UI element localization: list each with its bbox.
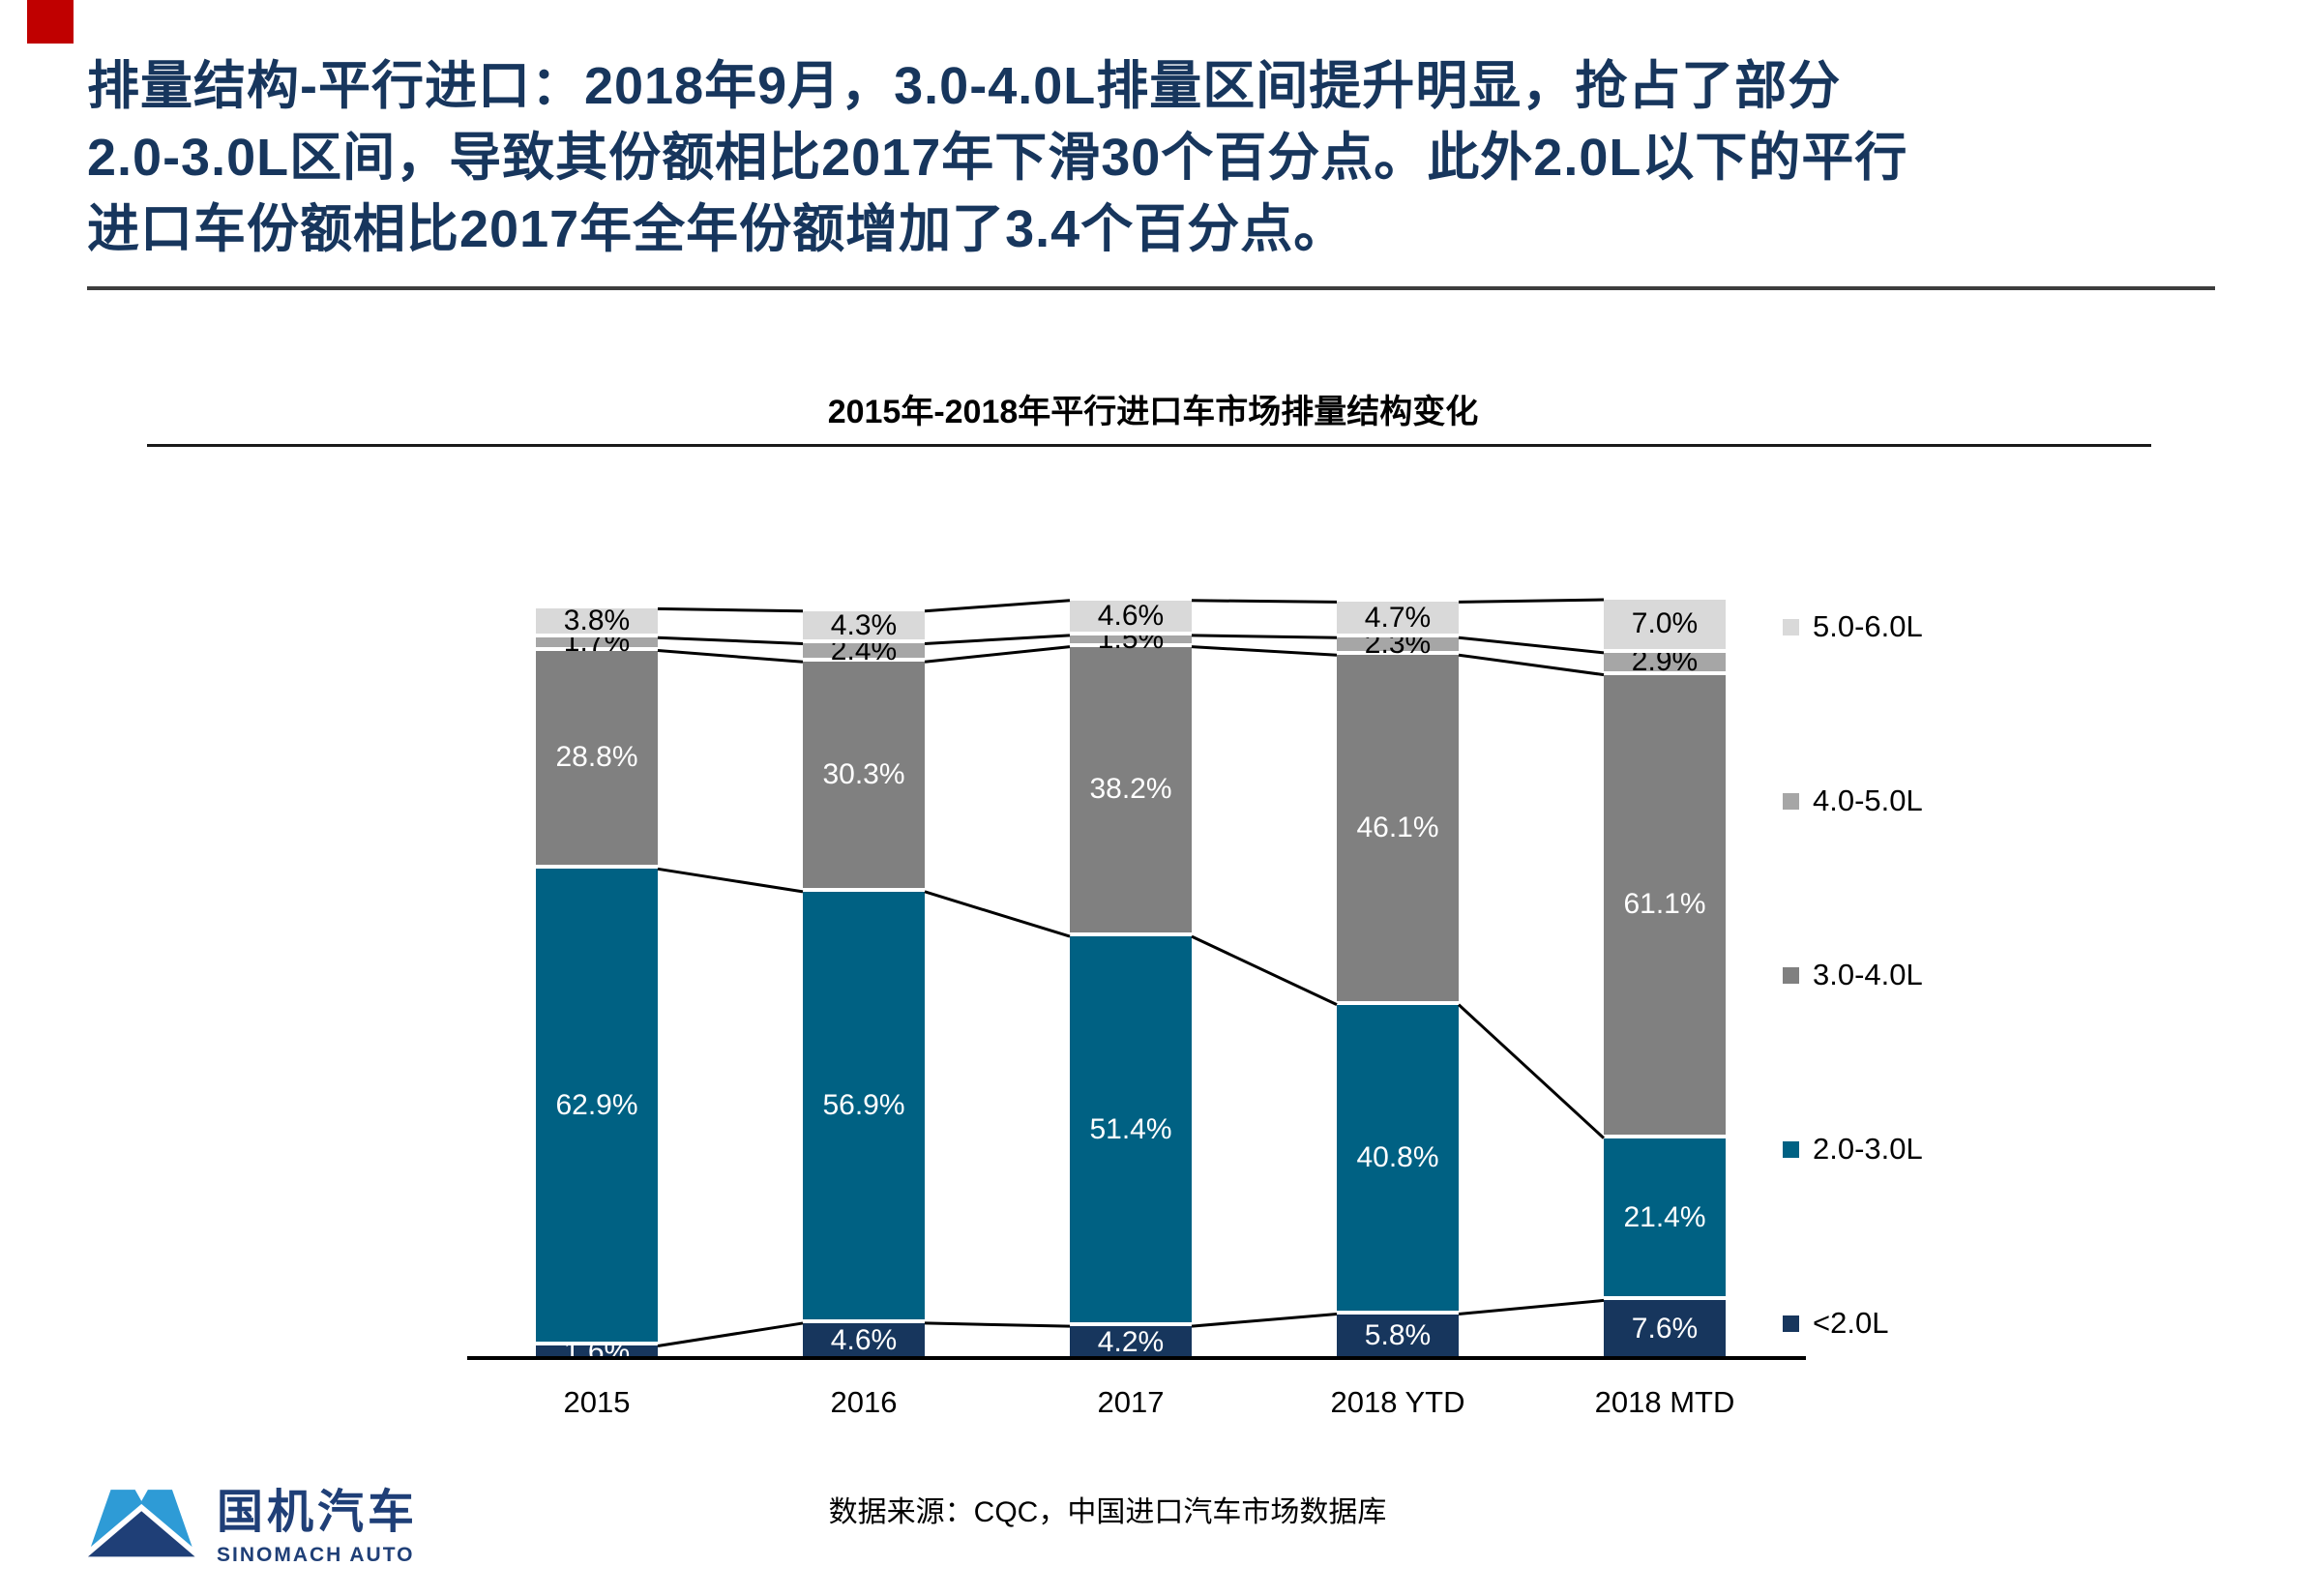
legend-item-5.0-6.0L: 5.0-6.0L	[1783, 609, 1923, 644]
legend-label: 3.0-4.0L	[1813, 958, 1923, 991]
segment-value-label: 28.8%	[555, 741, 638, 774]
x-axis-label-2018 YTD: 2018 YTD	[1330, 1385, 1465, 1419]
segment-value-label: 40.8%	[1356, 1140, 1439, 1173]
red-corner-mark	[27, 0, 74, 44]
bar-segment-4.0-5.0L-2016: 2.4%	[803, 635, 925, 666]
bar-segment-4.0-5.0L-2018 YTD: 2.3%	[1337, 628, 1459, 660]
legend-swatch-icon	[1783, 792, 1799, 810]
legend-item-4.0-5.0L: 4.0-5.0L	[1783, 783, 1923, 818]
segment-value-label: 7.6%	[1631, 1313, 1699, 1345]
segment-value-label: 51.4%	[1089, 1112, 1172, 1145]
logo-text: 国机汽车 SINOMACH AUTO	[217, 1474, 418, 1567]
x-axis-line	[467, 1356, 1806, 1360]
bar-segment-5.0-6.0L-2017: 4.6%	[1070, 599, 1192, 635]
bar-segment-5.0-6.0L-2018 MTD: 7.0%	[1604, 600, 1726, 653]
bar-segment-3.0-4.0L-2016: 30.3%	[803, 662, 925, 892]
bar-segment-5.0-6.0L-2018 YTD: 4.7%	[1337, 601, 1459, 638]
legend-label: 5.0-6.0L	[1813, 609, 1923, 643]
segment-value-label: 3.8%	[563, 605, 631, 637]
x-axis-label-2018 MTD: 2018 MTD	[1594, 1385, 1735, 1419]
legend-item-3.0-4.0L: 3.0-4.0L	[1783, 958, 1923, 992]
chart-title-underline	[147, 444, 2151, 447]
legend-item-<2.0L: <2.0L	[1783, 1306, 1888, 1341]
segment-value-label: 4.7%	[1364, 601, 1432, 634]
x-axis-label-2017: 2017	[1097, 1385, 1165, 1419]
segment-value-label: 62.9%	[555, 1088, 638, 1121]
legend-label: 2.0-3.0L	[1813, 1132, 1923, 1166]
bar-segment-<2.0L-2017: 4.2%	[1070, 1326, 1192, 1358]
title-divider	[87, 286, 2215, 290]
slide-title-line-2: 2.0-3.0L区间，导致其份额相比2017年下滑30个百分点。此外2.0L以下…	[87, 129, 1908, 187]
bar-segment-<2.0L-2016: 4.6%	[803, 1322, 925, 1358]
sinomach-logo-icon	[87, 1490, 195, 1557]
legend-swatch-icon	[1783, 1315, 1799, 1332]
bar-segment-5.0-6.0L-2016: 4.3%	[803, 608, 925, 644]
legend-item-2.0-3.0L: 2.0-3.0L	[1783, 1132, 1923, 1167]
bar-segment-<2.0L-2018 MTD: 7.6%	[1604, 1300, 1726, 1358]
source-note: 数据来源：CQC，中国进口汽车市场数据库	[828, 1496, 1387, 1528]
slide-title-line-1: 排量结构-平行进口：2018年9月，3.0-4.0L排量区间提升明显，抢占了部分	[87, 57, 1842, 115]
bar-segment-2.0-3.0L-2018 MTD: 21.4%	[1604, 1138, 1726, 1301]
sinomach-logo: 国机汽车 SINOMACH AUTO	[85, 1474, 418, 1571]
segment-value-label: 46.1%	[1356, 811, 1439, 843]
segment-value-label: 21.4%	[1623, 1200, 1706, 1233]
logo-name-en: SINOMACH AUTO	[217, 1544, 415, 1566]
legend-label: <2.0L	[1813, 1306, 1889, 1340]
bar-segment-3.0-4.0L-2018 YTD: 46.1%	[1337, 655, 1459, 1005]
chart-title: 2015年-2018年平行进口车市场排量结构变化	[827, 394, 1479, 430]
segment-value-label: 4.6%	[1097, 599, 1165, 632]
bar-segment-2.0-3.0L-2017: 51.4%	[1070, 936, 1192, 1327]
segment-value-label: 4.6%	[830, 1323, 898, 1356]
legend-label: 4.0-5.0L	[1813, 783, 1923, 817]
segment-value-label: 7.0%	[1631, 607, 1699, 640]
bar-segment-4.0-5.0L-2018 MTD: 2.9%	[1604, 645, 1726, 677]
segment-value-label: 30.3%	[822, 758, 905, 791]
segment-value-label: 4.2%	[1097, 1325, 1165, 1358]
bar-segment-<2.0L-2018 YTD: 5.8%	[1337, 1314, 1459, 1358]
segment-value-label: 4.3%	[830, 608, 898, 641]
legend-swatch-icon	[1783, 1140, 1799, 1158]
x-axis-label-2016: 2016	[830, 1385, 898, 1419]
segment-value-label: 38.2%	[1089, 773, 1172, 806]
bar-segment-3.0-4.0L-2017: 38.2%	[1070, 646, 1192, 937]
bar-segment-4.0-5.0L-2017: 1.5%	[1070, 623, 1192, 655]
slide-title-line-3: 进口车份额相比2017年全年份额增加了3.4个百分点。	[87, 200, 1347, 258]
x-axis-label-2015: 2015	[563, 1385, 631, 1419]
segment-value-label: 56.9%	[822, 1088, 905, 1121]
segment-value-label: 61.1%	[1623, 888, 1706, 921]
legend-swatch-icon	[1783, 966, 1799, 984]
bar-segment-2.0-3.0L-2015: 62.9%	[536, 869, 658, 1346]
bar-segment-3.0-4.0L-2015: 28.8%	[536, 650, 658, 870]
logo-name-cn: 国机汽车	[217, 1487, 419, 1538]
bar-segment-4.0-5.0L-2015: 1.7%	[536, 626, 658, 658]
bar-segment-2.0-3.0L-2016: 56.9%	[803, 891, 925, 1323]
bar-segment-2.0-3.0L-2018 YTD: 40.8%	[1337, 1004, 1459, 1315]
bar-segment-3.0-4.0L-2018 MTD: 61.1%	[1604, 674, 1726, 1138]
segment-value-label: 5.8%	[1364, 1319, 1432, 1352]
bar-segment-5.0-6.0L-2015: 3.8%	[536, 605, 658, 638]
slide-title: 排量结构-平行进口：2018年9月，3.0-4.0L排量区间提升明显，抢占了部分…	[87, 50, 2244, 265]
legend-swatch-icon	[1783, 618, 1799, 635]
